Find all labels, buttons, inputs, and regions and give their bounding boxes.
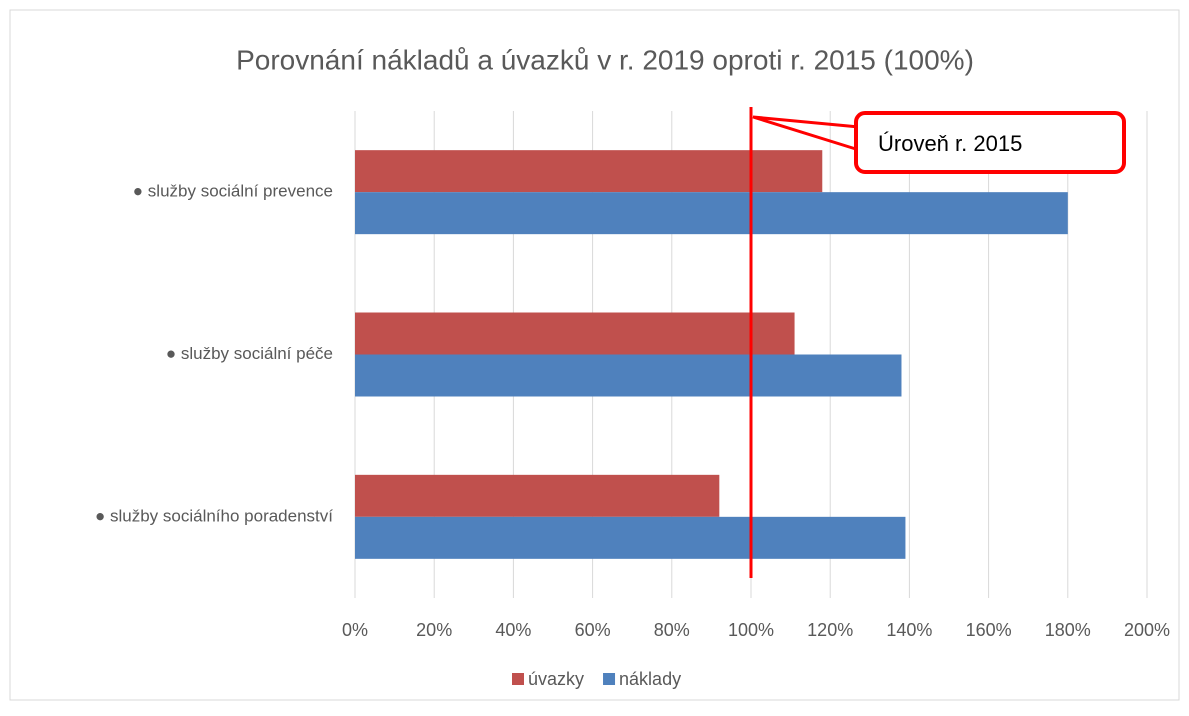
chart-title: Porovnání nákladů a úvazků v r. 2019 opr… (236, 44, 974, 75)
callout-box (854, 111, 1126, 174)
x-tick-label: 80% (654, 620, 690, 640)
y-tick-label: ● služby sociální prevence (133, 182, 333, 201)
x-tick-label: 100% (728, 620, 774, 640)
callout-pointer (752, 115, 860, 152)
callout-label: Úroveň r. 2015 (878, 131, 1022, 156)
bar (355, 150, 823, 193)
bar (355, 312, 795, 355)
x-tick-label: 60% (575, 620, 611, 640)
legend-label: úvazky (528, 669, 584, 689)
bar (355, 516, 906, 559)
y-tick-label: ● služby sociálního poradenství (95, 506, 333, 525)
legend-swatch (603, 673, 616, 685)
x-tick-label: 140% (886, 620, 932, 640)
x-tick-label: 0% (342, 620, 368, 640)
legend-label: náklady (619, 669, 681, 689)
x-tick-label: 40% (495, 620, 531, 640)
bar (355, 474, 720, 517)
bar (355, 192, 1068, 235)
y-tick-label: ● služby sociální péče (166, 344, 333, 363)
x-tick-label: 20% (416, 620, 452, 640)
x-tick-label: 160% (966, 620, 1012, 640)
x-tick-label: 120% (807, 620, 853, 640)
x-tick-label: 180% (1045, 620, 1091, 640)
legend-swatch (512, 673, 524, 685)
bar (355, 354, 902, 397)
x-tick-label: 200% (1124, 620, 1170, 640)
